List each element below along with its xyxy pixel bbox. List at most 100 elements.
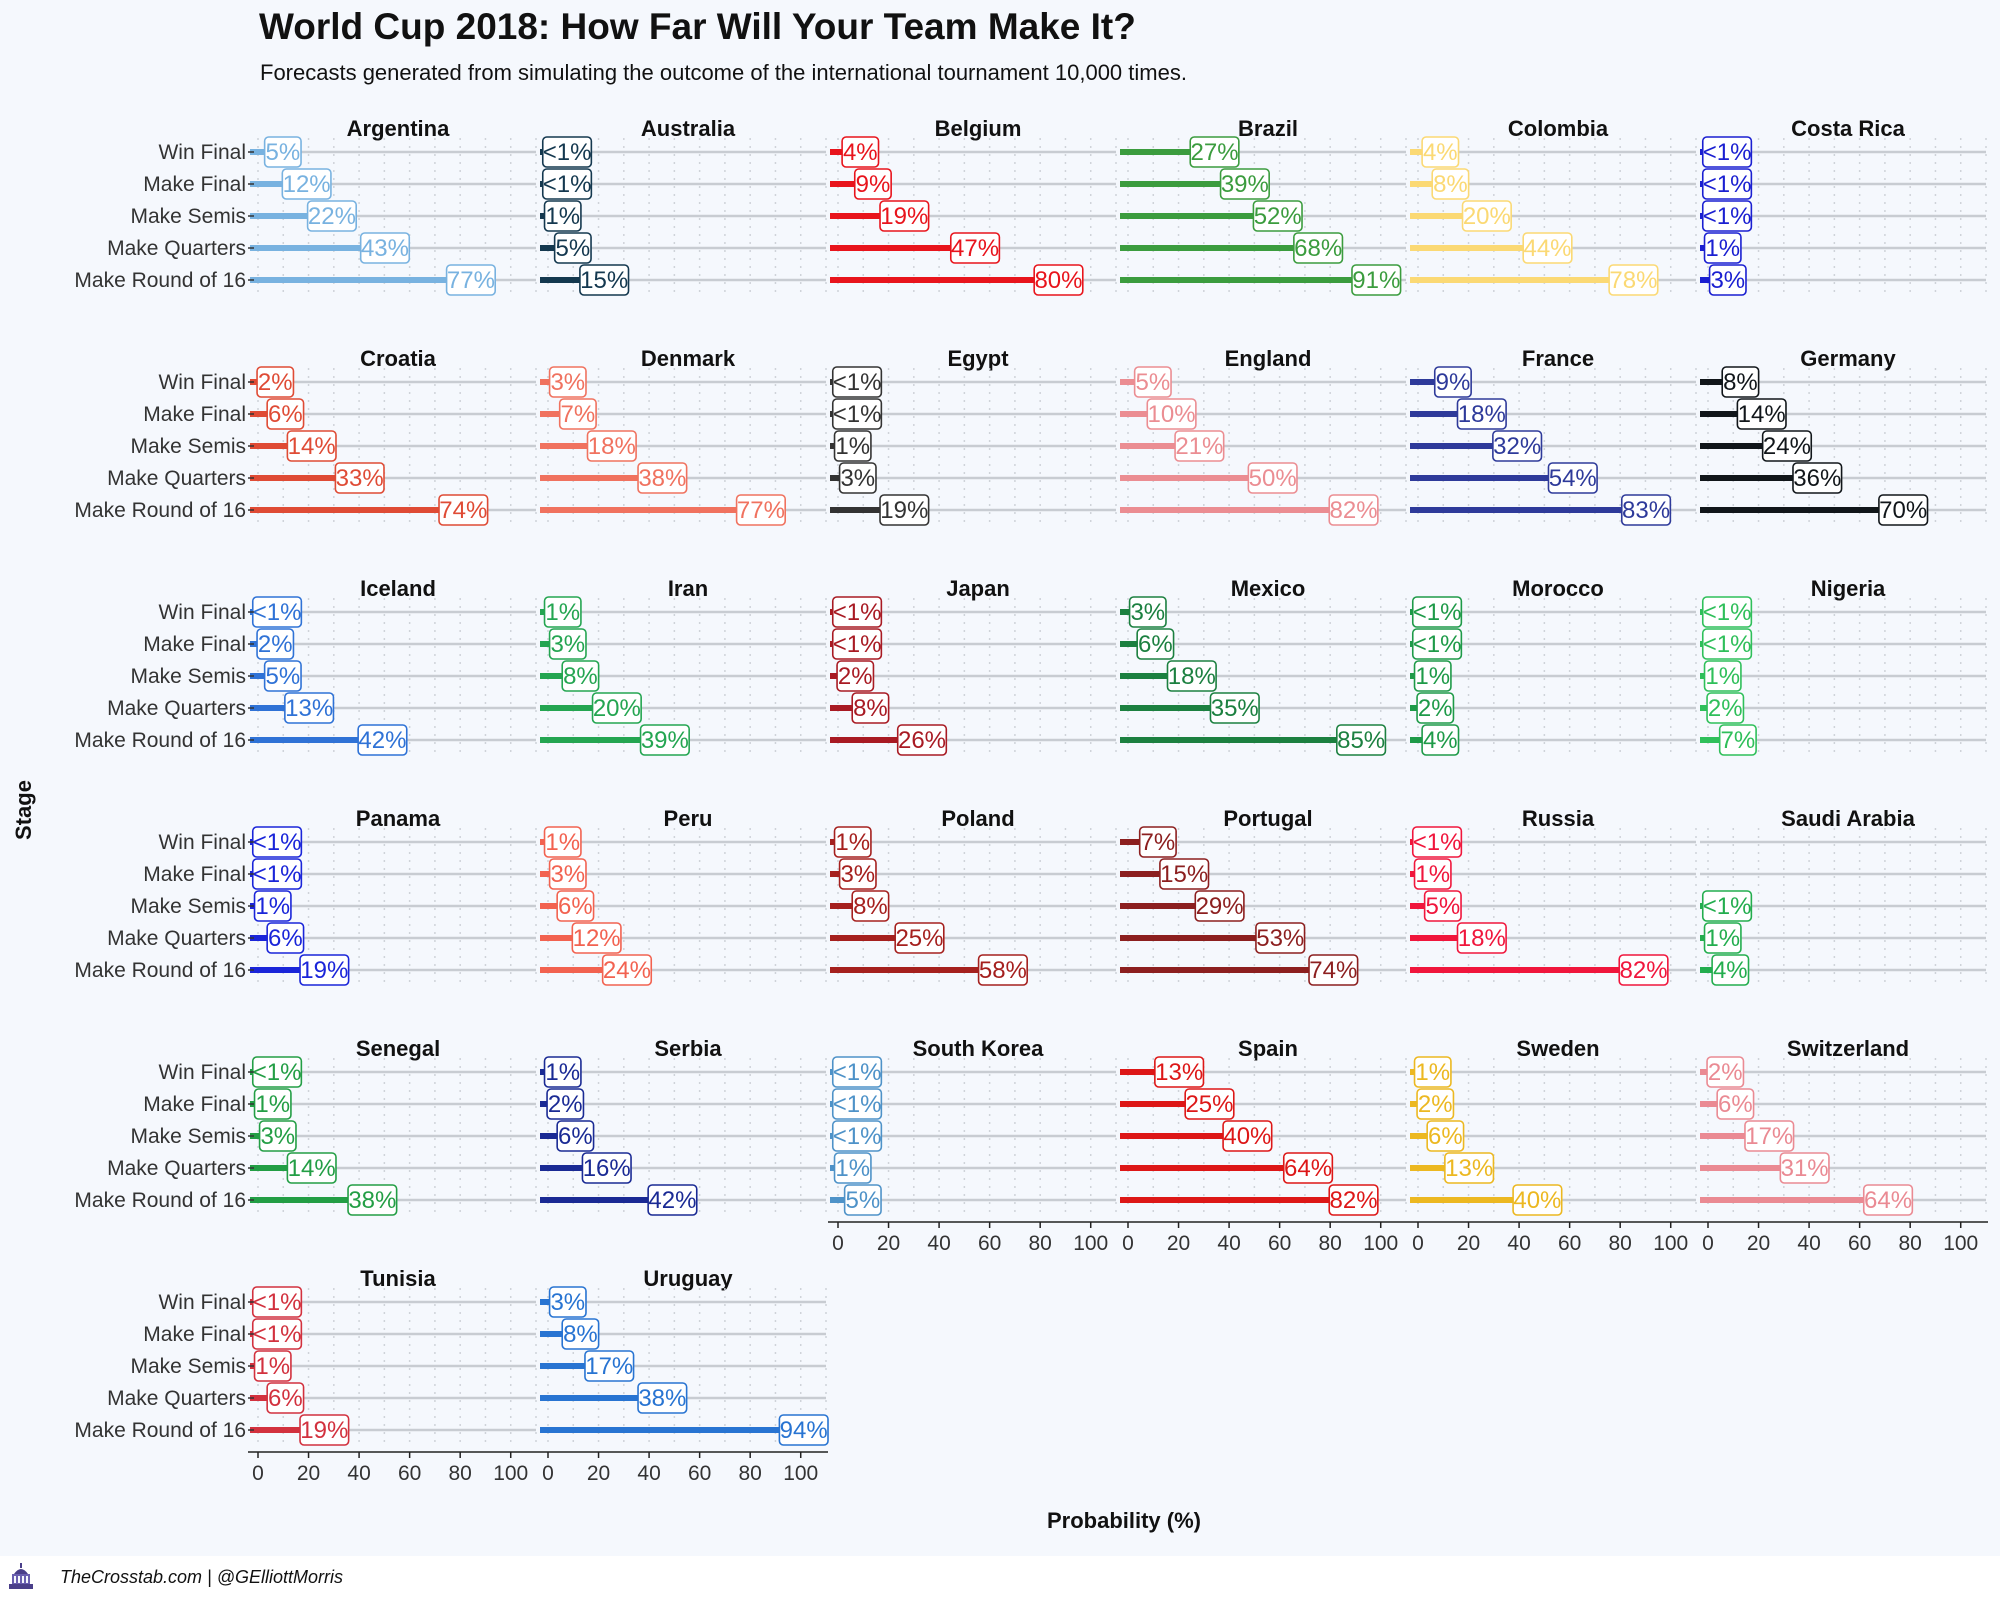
bar xyxy=(540,705,599,711)
data-label-box xyxy=(1138,826,1177,858)
data-label: 1% xyxy=(835,433,870,460)
chart-title: World Cup 2018: How Far Will Your Team M… xyxy=(259,6,1136,47)
data-label-box xyxy=(284,692,335,724)
data-label: 8% xyxy=(853,893,888,920)
data-label: 2% xyxy=(1708,1059,1743,1086)
data-label: 77% xyxy=(737,497,785,524)
panel-title: Colombia xyxy=(1508,116,1609,141)
data-label-box xyxy=(1522,232,1573,264)
y-tick-label: Win Final xyxy=(158,601,246,624)
data-label-box xyxy=(1716,1088,1755,1120)
panel-title: Belgium xyxy=(935,116,1022,141)
data-label-box xyxy=(1351,264,1402,296)
data-label: 22% xyxy=(308,203,356,230)
x-tick-label: 40 xyxy=(637,1462,660,1485)
bar xyxy=(1120,379,1141,385)
data-label: 3% xyxy=(1130,599,1165,626)
data-label: 5% xyxy=(845,1187,880,1214)
x-tick-label: 60 xyxy=(1558,1232,1581,1255)
data-label: 58% xyxy=(979,957,1027,984)
data-label: 14% xyxy=(1738,401,1786,428)
data-label: 1% xyxy=(255,893,290,920)
data-label: <1% xyxy=(1413,599,1462,626)
bar xyxy=(1700,1197,1870,1203)
data-label-box xyxy=(1423,890,1462,922)
data-label: 2% xyxy=(548,1091,583,1118)
data-label-box xyxy=(548,628,587,660)
panel-title: Japan xyxy=(946,576,1010,601)
data-label: 3% xyxy=(840,465,875,492)
small-multiples-chart: Argentina 5% 12% 22%43% 77% Win Final Make Fin… xyxy=(11,116,1988,1533)
data-label: 18% xyxy=(588,433,636,460)
bar xyxy=(540,1363,591,1369)
x-tick-label: 0 xyxy=(1702,1232,1714,1255)
data-label-box xyxy=(831,628,883,660)
data-label: 3% xyxy=(550,861,585,888)
x-tick-label: 20 xyxy=(297,1462,320,1485)
data-label-box xyxy=(1219,168,1270,200)
data-label-box xyxy=(1413,660,1452,692)
data-label: <1% xyxy=(253,829,302,856)
data-label: 40% xyxy=(1223,1123,1271,1150)
x-tick-label: 60 xyxy=(398,1462,421,1485)
data-label-box xyxy=(1189,136,1240,168)
data-label: 74% xyxy=(1309,957,1357,984)
x-tick-label: 0 xyxy=(1412,1232,1424,1255)
data-label: 50% xyxy=(1249,465,1297,492)
data-label: 5% xyxy=(555,235,590,262)
data-label: 1% xyxy=(545,599,580,626)
x-tick-label: 100 xyxy=(493,1462,528,1485)
data-label-box xyxy=(266,1382,305,1414)
data-label-box xyxy=(281,168,332,200)
data-label: <1% xyxy=(833,599,882,626)
data-label-box xyxy=(299,1414,350,1446)
data-label-box xyxy=(1411,596,1463,628)
data-label: <1% xyxy=(1703,139,1752,166)
data-label-box xyxy=(1456,922,1507,954)
data-label-box xyxy=(1620,494,1672,526)
data-label: 29% xyxy=(1196,893,1244,920)
data-label: 1% xyxy=(1415,861,1450,888)
data-label-box xyxy=(556,890,595,922)
data-label-box xyxy=(438,494,489,526)
data-label-box xyxy=(896,724,948,756)
bar xyxy=(1410,1165,1451,1171)
data-label-box xyxy=(879,494,930,526)
data-label-box xyxy=(1701,136,1753,168)
y-tick-label: Make Round of 16 xyxy=(74,729,246,752)
data-label-box xyxy=(1878,494,1929,526)
data-label-box xyxy=(1701,200,1753,232)
bar xyxy=(1120,737,1343,743)
y-tick-label: Make Semis xyxy=(130,895,246,918)
data-label-box xyxy=(1247,462,1298,494)
bar xyxy=(1700,379,1729,385)
data-label-box xyxy=(1421,136,1460,168)
bar xyxy=(250,1395,274,1401)
data-label: 15% xyxy=(580,267,628,294)
bar xyxy=(1410,149,1429,155)
data-label: 1% xyxy=(835,1155,870,1182)
data-label-box xyxy=(1328,494,1379,526)
data-label-box xyxy=(1308,954,1359,986)
data-label: 8% xyxy=(1433,171,1468,198)
data-label-box xyxy=(1222,1120,1273,1152)
data-label-box xyxy=(833,826,872,858)
data-label: 42% xyxy=(358,727,406,754)
data-label-box xyxy=(1703,660,1742,692)
data-label: <1% xyxy=(1413,829,1462,856)
data-label-box xyxy=(266,398,305,430)
data-label-box xyxy=(1421,724,1460,756)
data-label: 20% xyxy=(1463,203,1511,230)
bar xyxy=(1410,737,1429,743)
panel-title: Argentina xyxy=(347,116,450,141)
data-label: 78% xyxy=(1609,267,1657,294)
data-label: 31% xyxy=(1781,1155,1829,1182)
bar xyxy=(1120,967,1316,973)
x-tick-label: 100 xyxy=(783,1462,818,1485)
bar xyxy=(830,967,985,973)
data-label-box xyxy=(258,1120,297,1152)
data-label: <1% xyxy=(833,369,882,396)
data-label-box xyxy=(1608,264,1659,296)
bar xyxy=(1120,609,1136,615)
data-label-box xyxy=(851,890,890,922)
